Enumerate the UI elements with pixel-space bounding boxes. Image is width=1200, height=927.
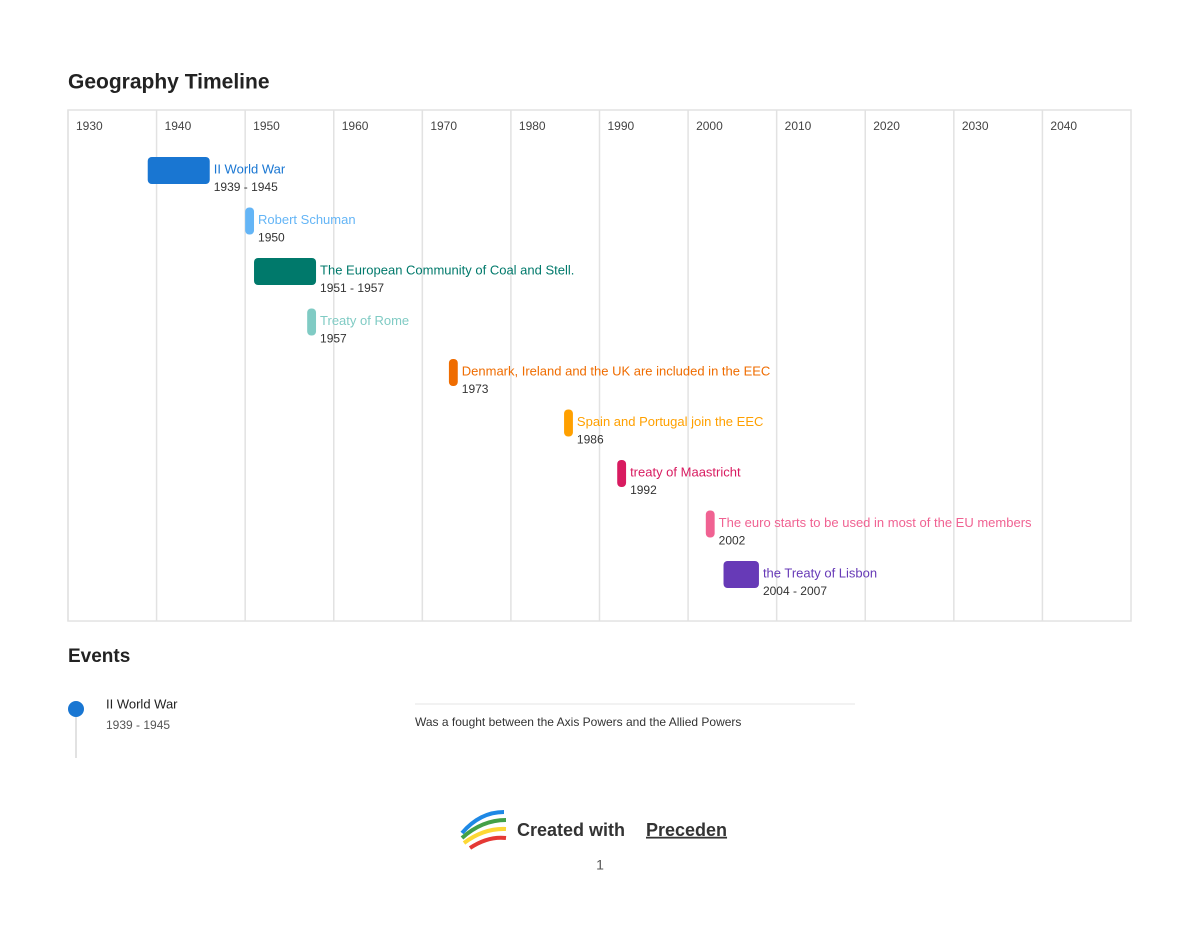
- event-bar: [307, 308, 317, 336]
- tick-label: 2040: [1050, 119, 1077, 133]
- event-dates: 2004 - 2007: [763, 584, 827, 598]
- event-dates: 1957: [320, 332, 347, 346]
- event-label: The euro starts to be used in most of th…: [719, 515, 1032, 530]
- event-label: treaty of Maastricht: [630, 464, 741, 479]
- event-label: Spain and Portugal join the EEC: [577, 414, 763, 429]
- event-description: Was a fought between the Axis Powers and…: [415, 715, 741, 729]
- event-name: II World War: [106, 696, 178, 711]
- event-bar: [564, 409, 573, 437]
- event-dates: 1950: [258, 231, 285, 245]
- event-label: II World War: [214, 161, 286, 176]
- tick-label: 1970: [430, 119, 457, 133]
- tick-label: 2010: [785, 119, 812, 133]
- tick-label: 1930: [76, 119, 103, 133]
- event-dates: 1986: [577, 433, 604, 447]
- tick-label: 2020: [873, 119, 900, 133]
- event-bar: [705, 510, 715, 538]
- page-number: 1: [596, 857, 604, 873]
- event-bar: [147, 157, 210, 184]
- footer-brand[interactable]: Preceden: [646, 820, 727, 840]
- event-bar: [254, 258, 317, 285]
- event-label: The European Community of Coal and Stell…: [320, 262, 574, 277]
- events-title: Events: [68, 646, 130, 667]
- event-dates: 2002: [719, 534, 746, 548]
- event-label: the Treaty of Lisbon: [763, 565, 877, 580]
- tick-label: 2000: [696, 119, 723, 133]
- event-bar: [723, 561, 759, 588]
- tick-label: 1960: [342, 119, 369, 133]
- event-dates: 1939 - 1945: [106, 718, 170, 732]
- footer-text: Created with: [517, 820, 625, 840]
- preceden-logo: [460, 810, 507, 850]
- tick-label: 1980: [519, 119, 546, 133]
- event-dates: 1939 - 1945: [214, 180, 278, 194]
- event-label: Robert Schuman: [258, 212, 356, 227]
- event-dates: 1951 - 1957: [320, 281, 384, 295]
- event-dot: [68, 701, 84, 717]
- event-bar: [617, 460, 627, 487]
- tick-label: 2030: [962, 119, 989, 133]
- tick-label: 1940: [165, 119, 192, 133]
- tick-label: 1990: [608, 119, 635, 133]
- title: Geography Timeline: [68, 71, 270, 94]
- event-label: Treaty of Rome: [320, 313, 409, 328]
- event-label: Denmark, Ireland and the UK are included…: [462, 363, 771, 378]
- event-bar: [448, 359, 458, 386]
- event-dates: 1973: [462, 382, 489, 396]
- event-dates: 1992: [630, 483, 657, 497]
- tick-label: 1950: [253, 119, 280, 133]
- event-bar: [245, 207, 255, 235]
